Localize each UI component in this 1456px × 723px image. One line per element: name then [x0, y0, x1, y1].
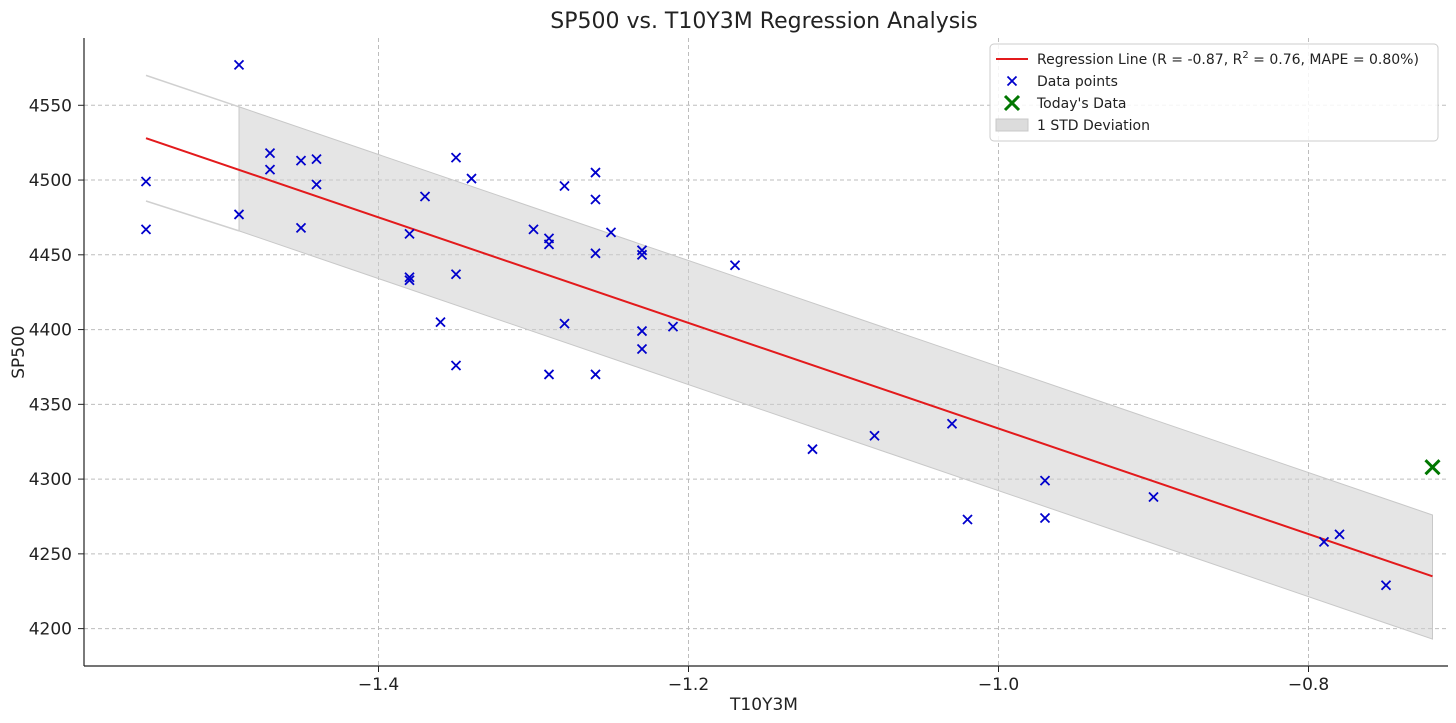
data-point [404, 275, 415, 286]
data-point [636, 325, 648, 337]
legend-band-swatch [995, 118, 1029, 132]
data-point [140, 224, 152, 235]
legend-label: Regression Line (R = -0.87, R2 = 0.76, M… [1037, 50, 1419, 68]
data-point [450, 360, 462, 371]
data-point [435, 316, 446, 328]
todays-data-point [1424, 459, 1441, 476]
regression-layer [145, 137, 1433, 578]
data-point [264, 147, 276, 159]
y-tick-label: 4250 [29, 545, 72, 565]
x-tick-label: −1.2 [668, 675, 709, 695]
legend: Regression Line (R = -0.87, R2 = 0.76, M… [989, 43, 1439, 142]
data-point [466, 173, 477, 184]
y-tick-label: 4300 [29, 470, 72, 490]
data-point [636, 343, 648, 355]
data-point [543, 369, 555, 380]
data-point [667, 321, 679, 332]
data-point [946, 418, 958, 429]
legend-label-part: Regression Line (R = -0.87, [1037, 52, 1233, 68]
data-point [528, 224, 539, 235]
legend-today-marker [1003, 94, 1021, 112]
chart-title: SP500 vs. T10Y3M Regression Analysis [550, 9, 978, 34]
x-axis-label: T10Y3M [729, 695, 798, 715]
y-tick-label: 4200 [29, 620, 72, 640]
data-point [1318, 536, 1330, 548]
data-point [295, 222, 307, 234]
data-point [295, 155, 307, 166]
legend-label: 1 STD Deviation [1037, 118, 1150, 134]
data-point [1380, 580, 1392, 591]
legend-item: Data points [1006, 74, 1118, 90]
data-point [1148, 491, 1159, 503]
data-point [1039, 475, 1051, 486]
y-axis-label: SP500 [9, 325, 29, 379]
data-points-layer [140, 59, 1441, 591]
legend-label-superscript: 2 [1242, 50, 1248, 61]
y-tick-label: 4500 [29, 171, 72, 191]
axes [78, 38, 1448, 672]
data-point [1039, 512, 1051, 524]
legend-item: Today's Data [1003, 94, 1127, 112]
x-tick-label: −0.8 [1288, 675, 1329, 695]
data-point [559, 318, 570, 329]
data-point [543, 239, 555, 250]
data-point [140, 176, 152, 187]
data-point [264, 164, 276, 175]
data-point [559, 180, 570, 192]
data-point [311, 179, 322, 190]
data-point [590, 248, 601, 259]
regression-line [145, 137, 1433, 578]
data-point [1334, 529, 1345, 540]
data-point [869, 430, 880, 441]
data-point [590, 194, 601, 205]
legend-item: Regression Line (R = -0.87, R2 = 0.76, M… [996, 50, 1419, 68]
data-point [636, 249, 648, 260]
y-tick-label: 4350 [29, 395, 72, 415]
y-tick-label: 4550 [29, 96, 72, 116]
legend-item: 1 STD Deviation [995, 118, 1150, 134]
data-point [404, 272, 415, 283]
data-point [311, 153, 322, 165]
x-tick-label: −1.4 [358, 675, 399, 695]
data-point [729, 260, 741, 271]
data-point [962, 514, 973, 525]
data-point [233, 59, 245, 71]
legend-label: Today's Data [1036, 96, 1127, 112]
legend-label-part: = 0.76, MAPE = 0.80%) [1249, 52, 1419, 68]
legend-label: Data points [1037, 74, 1118, 90]
data-point [605, 227, 617, 238]
data-point [404, 228, 415, 240]
legend-label-part: R [1233, 52, 1243, 68]
data-point [450, 269, 462, 280]
data-point [590, 369, 601, 380]
data-point [636, 245, 648, 256]
tick-labels: −1.4 −1.2 −1.0 −0.8 4200 4250 4300 4350 4400 4450… [29, 96, 1329, 695]
data-point [233, 209, 245, 220]
data-point [419, 191, 431, 202]
x-tick-label: −1.0 [978, 675, 1019, 695]
data-point [450, 152, 462, 163]
y-tick-label: 4400 [29, 321, 72, 341]
data-point [807, 444, 818, 455]
legend-box [989, 43, 1439, 142]
y-tick-label: 4450 [29, 246, 72, 266]
data-point [590, 167, 601, 178]
std-band-edge-lower [145, 200, 240, 232]
std-band-edge-upper [145, 74, 240, 108]
legend-data-marker [1006, 75, 1018, 87]
